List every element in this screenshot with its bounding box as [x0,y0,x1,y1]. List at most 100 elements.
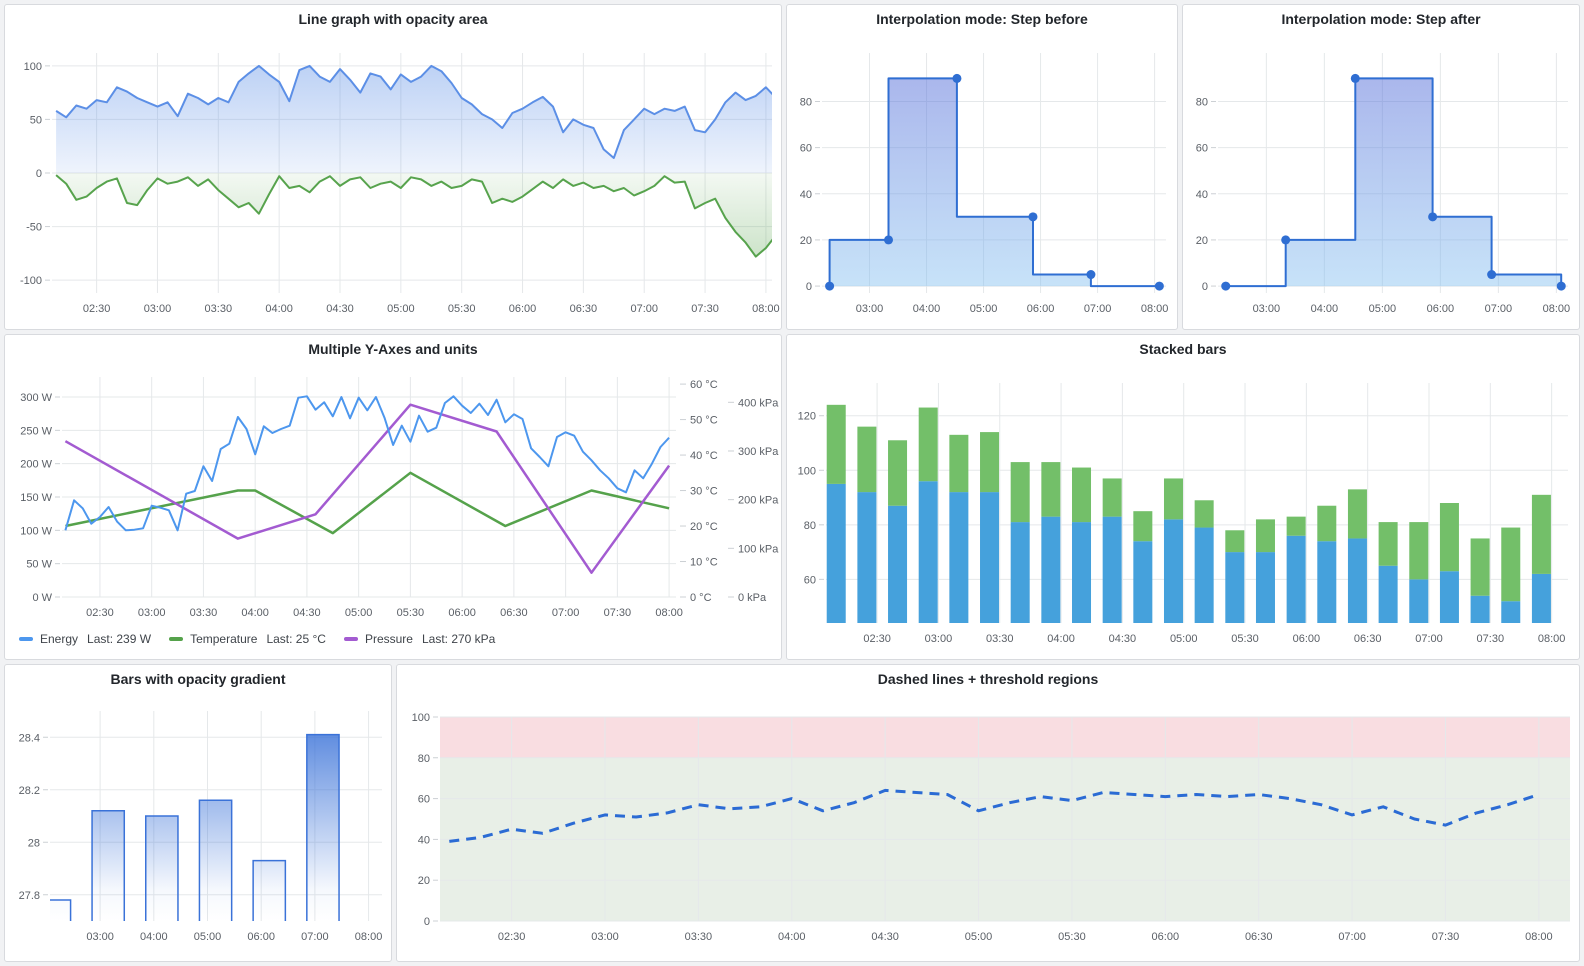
svg-text:05:00: 05:00 [965,931,993,943]
svg-text:07:00: 07:00 [630,303,658,315]
svg-text:02:30: 02:30 [863,633,891,645]
svg-text:03:30: 03:30 [685,931,713,943]
svg-text:03:00: 03:00 [144,303,172,315]
svg-text:04:00: 04:00 [241,607,269,619]
legend-item-energy[interactable]: Energy Last: 239 W [19,632,151,646]
svg-text:07:00: 07:00 [1485,303,1513,315]
svg-text:03:30: 03:30 [190,607,218,619]
svg-text:03:00: 03:00 [591,931,619,943]
panel-step-after: Interpolation mode: Step after 03:00 04:0… [1182,4,1580,330]
svg-text:200 kPa: 200 kPa [738,495,779,507]
svg-text:30 °C: 30 °C [690,486,718,498]
svg-text:100: 100 [24,61,42,73]
svg-text:40: 40 [1196,189,1208,201]
svg-text:50 °C: 50 °C [690,415,718,427]
svg-text:06:30: 06:30 [1245,931,1273,943]
svg-text:08:00: 08:00 [355,931,383,943]
stacked-bars-chart[interactable]: 02:30 03:00 03:30 04:00 04:30 05:00 05:30 06:00… [788,363,1578,653]
svg-text:06:30: 06:30 [1354,633,1382,645]
panel-title[interactable]: Stacked bars [1139,341,1227,357]
svg-text:80: 80 [804,520,816,532]
svg-text:0: 0 [1202,281,1208,293]
svg-text:20: 20 [418,875,430,887]
temperature-series-marker [169,637,184,641]
legend-item-pressure[interactable]: Pressure Last: 270 kPa [343,632,495,646]
svg-text:03:00: 03:00 [856,303,884,315]
legend-last-value: Last: 239 W [87,632,152,646]
svg-text:05:00: 05:00 [970,303,998,315]
svg-text:04:30: 04:30 [871,931,899,943]
svg-text:08:00: 08:00 [752,303,780,315]
svg-text:02:30: 02:30 [86,607,114,619]
svg-text:60: 60 [800,143,812,155]
svg-text:60: 60 [1196,143,1208,155]
svg-text:40: 40 [800,189,812,201]
svg-text:250 W: 250 W [20,425,52,437]
svg-text:06:00: 06:00 [448,607,476,619]
line-opacity-area-chart[interactable]: 02:30 03:00 03:30 04:00 04:30 05:00 05:30 06:00… [6,33,780,323]
multi-axes-chart[interactable]: 02:30 03:00 03:30 04:00 04:30 05:00 05:30 06:00… [6,363,780,625]
svg-text:07:00: 07:00 [301,931,329,943]
svg-text:08:00: 08:00 [1141,303,1169,315]
svg-text:02:30: 02:30 [83,303,111,315]
svg-text:300 W: 300 W [20,392,52,404]
svg-text:04:00: 04:00 [265,303,293,315]
svg-text:0: 0 [424,916,430,928]
panel-title[interactable]: Interpolation mode: Step after [1281,11,1481,27]
svg-text:07:00: 07:00 [1338,931,1366,943]
svg-text:07:30: 07:30 [1477,633,1505,645]
svg-text:03:00: 03:00 [1253,303,1281,315]
svg-text:04:30: 04:30 [293,607,321,619]
svg-text:04:00: 04:00 [913,303,941,315]
svg-text:06:00: 06:00 [509,303,537,315]
energy-series-marker [19,637,33,641]
svg-text:07:00: 07:00 [552,607,580,619]
svg-text:07:00: 07:00 [1415,633,1443,645]
step-after-chart[interactable]: 03:00 04:00 05:00 06:00 07:00 08:00 0 20 40 60 80 [1184,33,1578,323]
panel-dashed-thresholds: Dashed lines + threshold regions 02:30 03… [396,664,1580,962]
svg-text:05:00: 05:00 [1369,303,1397,315]
svg-text:04:00: 04:00 [778,931,806,943]
svg-text:05:30: 05:30 [397,607,425,619]
svg-text:03:30: 03:30 [205,303,233,315]
svg-text:100 kPa: 100 kPa [738,543,779,555]
panel-title[interactable]: Dashed lines + threshold regions [877,671,1099,687]
panel-gradient-bars: Bars with opacity gradient 03:00 04:00 05:… [4,664,392,962]
step-before-chart[interactable]: 03:00 04:00 05:00 06:00 07:00 08:00 0 20 40 60 80 [788,33,1176,323]
svg-text:08:00: 08:00 [1543,303,1571,315]
svg-text:0 °C: 0 °C [690,592,712,604]
svg-text:40: 40 [418,834,430,846]
svg-text:06:00: 06:00 [1427,303,1455,315]
panel-title[interactable]: Bars with opacity gradient [110,671,286,687]
svg-text:05:00: 05:00 [194,931,222,943]
svg-text:05:00: 05:00 [1170,633,1198,645]
panel-step-before: Interpolation mode: Step before 03:00 04:… [786,4,1178,330]
svg-text:60: 60 [804,574,816,586]
legend-last-value: Last: 25 °C [266,632,326,646]
svg-text:03:00: 03:00 [86,931,114,943]
svg-text:300 kPa: 300 kPa [738,446,779,458]
svg-text:100: 100 [412,712,430,724]
svg-text:0 kPa: 0 kPa [738,592,767,604]
panel-title[interactable]: Line graph with opacity area [298,11,488,27]
svg-text:-50: -50 [26,222,42,234]
svg-text:100: 100 [798,465,816,477]
dashed-thresholds-chart[interactable]: 02:30 03:00 03:30 04:00 04:30 05:00 05:30 06:00… [398,693,1578,957]
chart-legend: Energy Last: 239 W Temperature Last: 25 … [5,625,781,653]
svg-text:06:00: 06:00 [1152,931,1180,943]
panel-title[interactable]: Multiple Y-Axes and units [308,341,478,357]
panel-multiple-y-axes: Multiple Y-Axes and units 02:30 03:00 03:3… [4,334,782,660]
gradient-bars-chart[interactable]: 03:00 04:00 05:00 06:00 07:00 08:00 27.8 28 28.2… [6,693,390,957]
svg-text:05:30: 05:30 [1058,931,1086,943]
svg-text:04:00: 04:00 [1047,633,1075,645]
svg-text:06:00: 06:00 [1293,633,1321,645]
legend-item-temperature[interactable]: Temperature Last: 25 °C [169,632,326,646]
svg-text:03:00: 03:00 [138,607,166,619]
svg-text:06:00: 06:00 [1027,303,1055,315]
svg-text:20 °C: 20 °C [690,521,718,533]
svg-text:04:00: 04:00 [140,931,168,943]
svg-text:0 W: 0 W [32,592,52,604]
pressure-series-marker [343,637,358,641]
panel-title[interactable]: Interpolation mode: Step before [876,11,1088,27]
